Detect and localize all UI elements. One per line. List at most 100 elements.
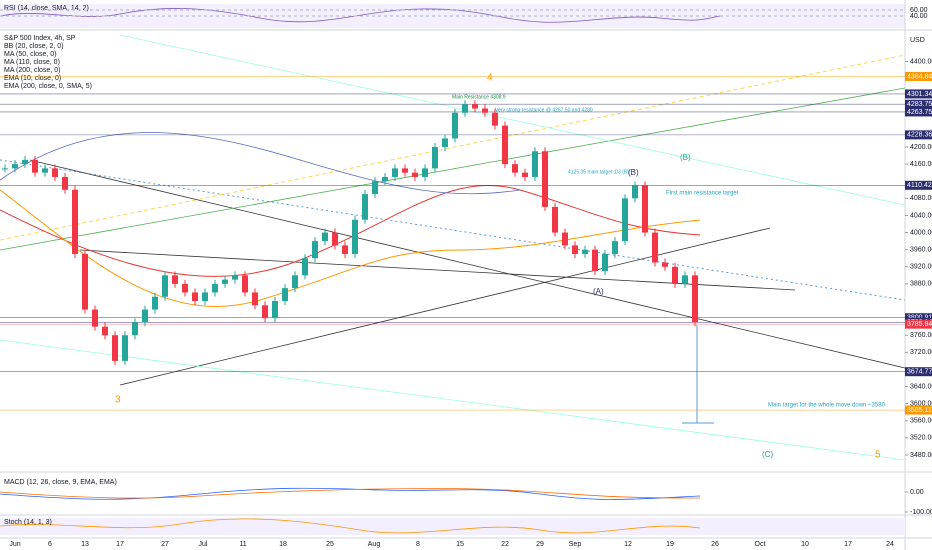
candle — [122, 335, 128, 361]
candle — [622, 198, 628, 242]
trendline — [119, 227, 771, 386]
candle — [72, 189, 78, 254]
x-tick-label: 27 — [161, 541, 169, 548]
candle — [662, 262, 668, 267]
price-tag — [905, 180, 932, 190]
price-tag-label: 4364.84 — [907, 73, 932, 80]
candle — [42, 168, 48, 173]
y-tick-label: 3480.00 — [910, 452, 932, 459]
y-tick-label: 3880.00 — [910, 281, 932, 288]
candle — [512, 164, 518, 173]
candle — [22, 159, 28, 165]
candle — [392, 168, 398, 177]
candle — [552, 206, 558, 233]
candle — [12, 164, 18, 169]
candle — [172, 275, 178, 284]
candle — [482, 108, 488, 113]
trendline — [0, 339, 906, 461]
candle — [612, 241, 618, 254]
x-tick-label: 17 — [116, 541, 124, 548]
price-tag — [905, 367, 932, 377]
price-tag — [905, 99, 932, 109]
annotation: (B) — [680, 153, 691, 162]
price-tag-label: 4263.75 — [907, 109, 932, 116]
y-tick-label: 40.00 — [910, 13, 928, 20]
x-tick-label: 10 — [801, 541, 809, 548]
price-tag — [905, 130, 932, 140]
x-tick-label: Oct — [755, 541, 766, 548]
x-tick-label: 29 — [536, 541, 544, 548]
candle — [312, 241, 318, 259]
y-tick-label: 3600.00 — [910, 401, 932, 408]
panel-label: Stoch (14, 1, 3) — [4, 519, 52, 526]
candle — [142, 309, 148, 323]
candle — [452, 112, 458, 139]
legend-entry: EMA (10, close, 0) — [4, 75, 61, 82]
candle — [442, 138, 448, 147]
candle — [592, 249, 598, 272]
y-tick-label: 4160.00 — [910, 161, 932, 168]
x-tick-label: 17 — [844, 541, 852, 548]
candle — [2, 168, 8, 170]
candle — [402, 168, 408, 173]
signal-line — [0, 488, 701, 499]
legend-entry: MA (110, close, 0) — [4, 59, 60, 66]
candle — [652, 232, 658, 263]
candle — [192, 292, 198, 302]
price-tag-label: 4301.34 — [907, 91, 932, 98]
candle — [262, 305, 268, 319]
price-tag-label: 4228.36 — [907, 132, 932, 139]
price-tag — [905, 313, 932, 323]
annotation: Main Resistance 4308.9 — [452, 94, 506, 100]
candle — [632, 185, 638, 199]
y-tick-label: 60.00 — [910, 7, 928, 14]
candle — [682, 275, 688, 284]
candle — [532, 151, 538, 177]
candle — [32, 159, 38, 173]
candle — [492, 112, 498, 126]
legend-entry: S&P 500 Index, 4h, SP — [4, 35, 76, 42]
trendline — [29, 159, 906, 369]
y-tick-label: 4080.00 — [910, 195, 932, 202]
x-tick-label: 13 — [81, 541, 89, 548]
x-tick-label: Jun — [9, 541, 20, 548]
candle — [382, 176, 388, 182]
x-tick-label: 18 — [279, 541, 287, 548]
annotation: First main resistance target — [666, 191, 739, 197]
candle — [522, 172, 528, 177]
candle — [152, 296, 158, 310]
candle — [472, 104, 478, 109]
price-tag-label: 3585.11 — [907, 407, 932, 414]
candle — [272, 301, 278, 319]
panel-label: MACD (12, 26, close, 9, EMA, EMA) — [4, 479, 117, 486]
stoch-line — [0, 518, 701, 534]
annotation: (C) — [762, 450, 773, 459]
y-tick-label: 3760.00 — [910, 332, 932, 339]
candle — [202, 292, 208, 302]
candle — [212, 283, 218, 293]
legend-entry: MA (200, close, 0) — [4, 67, 60, 74]
candle — [602, 253, 608, 272]
price-tag-label: 4110.42 — [907, 182, 932, 189]
price-tag-label: 3674.77 — [907, 369, 932, 376]
y-tick-label: 4400.00 — [910, 58, 932, 65]
price-tag-label: 4283.75 — [907, 101, 932, 108]
candle — [322, 232, 328, 242]
rsi-line — [0, 8, 721, 23]
price-tag-label: 3785.94 — [907, 321, 932, 328]
candle — [432, 147, 438, 169]
currency: USD — [910, 37, 925, 44]
y-tick-label: 3560.00 — [910, 418, 932, 425]
y-tick-label: 4000.00 — [910, 229, 932, 236]
candle — [412, 172, 418, 177]
candle — [342, 245, 348, 254]
candle — [232, 275, 238, 280]
candle — [672, 266, 678, 284]
candle — [92, 309, 98, 327]
candle — [572, 245, 578, 254]
legend-entry: EMA (200, close, 0, SMA, 5) — [4, 83, 92, 90]
panel-label: RSI (14, close, SMA, 14, 2) — [4, 5, 89, 12]
price-tag — [905, 405, 932, 415]
price-tag — [905, 71, 932, 81]
